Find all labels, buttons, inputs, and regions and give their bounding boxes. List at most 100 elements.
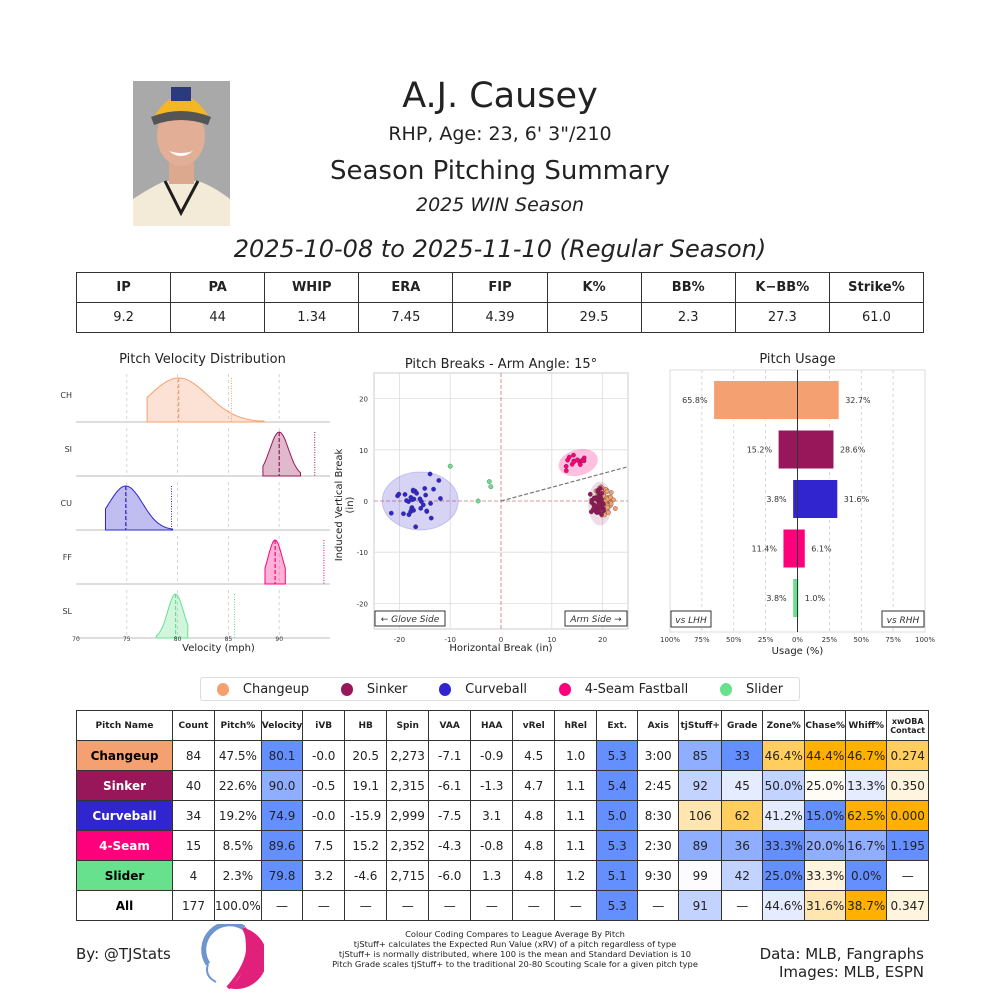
table-cell: 5.1 <box>596 860 639 891</box>
table-cell: 16.7% <box>845 830 888 861</box>
legend-dot-icon <box>340 682 353 696</box>
table-row: 4-Seam 15 8.5% 89.6 7.5 15.2 2,352 -4.3 -0.8 4.8 1… <box>76 830 930 861</box>
season-label: 2025 WIN Season <box>416 194 584 216</box>
svg-text:FF: FF <box>63 553 73 562</box>
table-cell: -0.0 <box>302 800 346 831</box>
table-cell: 106 <box>678 800 723 831</box>
pitch-name-cell: Changeup <box>76 740 173 771</box>
table-cell: 38.7% <box>845 890 888 921</box>
column-header: Zone% <box>762 710 806 741</box>
table-cell: -1.3 <box>470 770 514 801</box>
svg-text:31.6%: 31.6% <box>844 495 870 504</box>
footer-note-line: Pitch Grade scales tjStuff+ to the tradi… <box>332 959 698 969</box>
column-header: Grade <box>721 710 764 741</box>
table-cell: 5.0 <box>596 800 639 831</box>
table-cell: 3.2 <box>302 860 346 891</box>
pitch-name-cell: All <box>76 890 173 921</box>
stat-header: PA <box>170 272 266 303</box>
svg-text:100%: 100% <box>915 636 935 644</box>
footer-note-line: tjStuff+ is normally distributed, where … <box>338 949 692 959</box>
table-cell: 0.347 <box>886 890 930 921</box>
stat-header: IP <box>75 272 172 303</box>
table-cell: -4.6 <box>344 860 388 891</box>
table-cell: -7.5 <box>428 800 472 831</box>
stat-header: ERA <box>358 272 454 303</box>
usage-chart-title: Pitch Usage <box>759 352 836 367</box>
velocity-distribution-chart: Pitch Velocity Distribution CH SI CU FF SL 70… <box>60 352 345 662</box>
svg-text:85: 85 <box>225 636 233 643</box>
table-cell: 13.3% <box>845 770 888 801</box>
table-cell: -6.1 <box>428 770 472 801</box>
table-cell: 4.7 <box>512 770 556 801</box>
column-header: Axis <box>637 710 680 741</box>
pitch-metrics-table: Pitch Name Count Pitch% Velocity iVB HB Spin VA… <box>76 710 930 921</box>
table-cell: 19.1 <box>344 770 388 801</box>
table-cell: 92 <box>678 770 723 801</box>
legend-label: 4-Seam Fastball <box>584 681 689 697</box>
data-source: Data: MLB, Fangraphs <box>759 945 924 963</box>
svg-text:CH: CH <box>60 391 72 400</box>
stat-value: 2.3 <box>640 302 736 333</box>
svg-text:65.8%: 65.8% <box>682 396 708 405</box>
table-cell: 85 <box>678 740 723 771</box>
svg-text:vs RHH: vs RHH <box>887 616 920 626</box>
column-header: hRel <box>554 710 598 741</box>
table-cell: 25.0% <box>804 770 847 801</box>
table-cell: 19.2% <box>214 800 262 831</box>
breaks-chart-title: Pitch Breaks - Arm Angle: 15° <box>404 357 598 372</box>
table-cell: 1.1 <box>554 830 598 861</box>
svg-text:3.8%: 3.8% <box>766 495 787 504</box>
table-cell: 22.6% <box>214 770 262 801</box>
table-cell: 2,999 <box>386 800 430 831</box>
svg-text:-20: -20 <box>357 600 368 608</box>
velocity-plot-area: CH SI CU FF SL 70 75 80 85 90 <box>60 374 330 643</box>
table-row: Slider 4 2.3% 79.8 3.2 -4.6 2,715 -6.0 1.3 4.8 1.2… <box>76 860 930 891</box>
table-cell: 62 <box>721 800 764 831</box>
table-cell: 4.8 <box>512 830 556 861</box>
season-stats-table: IP PA WHIP ERA FIP K% BB% K−BB% Strike% … <box>75 272 925 333</box>
table-cell: 44.6% <box>762 890 806 921</box>
column-header: vRel <box>512 710 556 741</box>
player-name: A.J. Causey <box>402 76 598 116</box>
table-cell: 5.3 <box>596 890 639 921</box>
table-cell: — <box>302 890 346 921</box>
table-cell: 2:30 <box>637 830 680 861</box>
breaks-y-label: Induced Vertical Break (in) <box>334 448 356 562</box>
table-cell: 62.5% <box>845 800 888 831</box>
table-cell: 4.5 <box>512 740 556 771</box>
table-cell: 44.4% <box>804 740 847 771</box>
table-cell: 5.4 <box>596 770 639 801</box>
svg-text:25%: 25% <box>822 636 838 644</box>
table-cell: 2,352 <box>386 830 430 861</box>
table-cell: 0.274 <box>886 740 930 771</box>
column-header: Whiff% <box>845 710 888 741</box>
legend-label: Sinker <box>366 681 408 697</box>
table-cell: 99 <box>678 860 723 891</box>
table-cell: 25.0% <box>762 860 806 891</box>
svg-text:SL: SL <box>62 607 72 616</box>
stat-header: K% <box>546 272 642 303</box>
column-header: HB <box>344 710 388 741</box>
date-range: 2025-10-08 to 2025-11-10 (Regular Season… <box>233 235 767 263</box>
table-cell: -0.0 <box>302 740 346 771</box>
table-cell: 45 <box>721 770 764 801</box>
svg-text:20: 20 <box>359 396 368 404</box>
table-cell: 9:30 <box>637 860 680 891</box>
table-cell: 80.1 <box>260 740 304 771</box>
player-headshot <box>133 81 230 226</box>
table-cell: -15.9 <box>344 800 388 831</box>
stat-value: 29.5 <box>546 302 642 333</box>
table-cell: — <box>512 890 556 921</box>
table-cell: -0.8 <box>470 830 514 861</box>
table-cell: 33.3% <box>804 860 847 891</box>
usage-plot-area: 100% 75% 50% 25% 0% 25% 50% 75% 100% 65.8% 32.7% 15… <box>660 369 935 644</box>
breaks-plot-area: -20 -10 0 10 20 20 10 0 -10 -20 ← Glove Side Arm Si… <box>357 372 629 644</box>
table-cell: 79.8 <box>260 860 304 891</box>
svg-text:10: 10 <box>359 447 368 455</box>
table-cell: 20.0% <box>804 830 847 861</box>
stat-header: WHIP <box>264 272 360 303</box>
table-cell: -7.1 <box>428 740 472 771</box>
column-header: Pitch Name <box>76 710 173 741</box>
legend-item-sinker: Sinker <box>340 681 408 697</box>
player-bio: RHP, Age: 23, 6' 3"/210 <box>388 123 612 145</box>
